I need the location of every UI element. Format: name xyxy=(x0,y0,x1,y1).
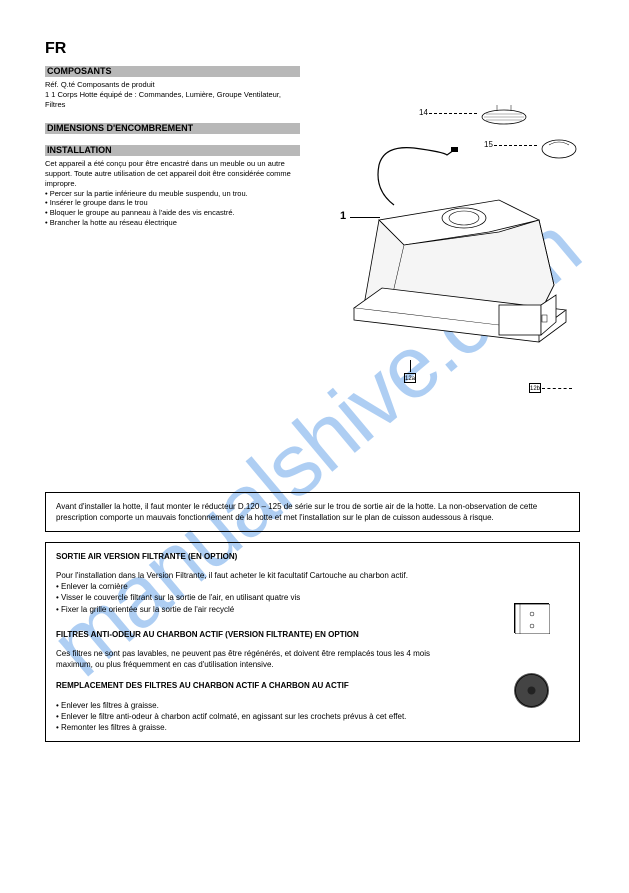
options-replace-body: • Enlever les filtres à graisse. • Enlev… xyxy=(56,700,436,734)
hood-body xyxy=(304,150,584,362)
leader-1 xyxy=(350,217,380,218)
options-title-filter: FILTRES ANTI-ODEUR AU CHARBON ACTIF (VER… xyxy=(56,629,436,640)
options-replace-title: REMPLACEMENT DES FILTRES AU CHARBON ACTI… xyxy=(56,680,436,691)
ref-box-left: 12a xyxy=(404,373,416,383)
composants-text: Réf. Q.té Composants de produit 1 1 Corp… xyxy=(45,80,300,109)
label-14: 14 xyxy=(419,108,428,117)
ref-leader-left xyxy=(410,360,411,372)
options-filter-body: Ces filtres ne sont pas lavables, ne peu… xyxy=(56,648,436,670)
carbon-filter-icon xyxy=(514,673,549,708)
composants-row: 1 1 Corps Hotte équipé de : Commandes, L… xyxy=(45,90,281,109)
language-code: FR xyxy=(45,40,584,58)
options-air-body: Pour l'installation dans la Version Filt… xyxy=(56,570,436,615)
label-15: 15 xyxy=(484,140,493,149)
grille-icon xyxy=(479,105,529,127)
leader-line-2 xyxy=(494,145,537,146)
ref-box-right: 12b xyxy=(529,383,541,393)
notice-text: Avant d'installer la hotte, il faut mont… xyxy=(56,502,537,522)
section-title-composants: COMPOSANTS xyxy=(45,66,300,77)
notice-box: Avant d'installer la hotte, il faut mont… xyxy=(45,492,580,532)
page-content: FR COMPOSANTS Réf. Q.té Composants de pr… xyxy=(45,40,584,742)
product-diagram: 14 15 xyxy=(314,95,584,425)
options-title-air: SORTIE AIR VERSION FILTRANTE (EN OPTION) xyxy=(56,551,436,562)
leader-line xyxy=(429,113,477,114)
label-1: 1 xyxy=(340,210,346,222)
section-title-installation: INSTALLATION xyxy=(45,145,300,156)
filter-box-icon xyxy=(514,603,549,633)
ref-leader-right xyxy=(542,388,572,389)
composants-intro: Réf. Q.té Composants de produit xyxy=(45,80,155,89)
options-box: SORTIE AIR VERSION FILTRANTE (EN OPTION)… xyxy=(45,542,580,742)
section-title-dimensions: DIMENSIONS D'ENCOMBREMENT xyxy=(45,123,300,134)
installation-text: Cet appareil a été conçu pour être encas… xyxy=(45,159,300,227)
